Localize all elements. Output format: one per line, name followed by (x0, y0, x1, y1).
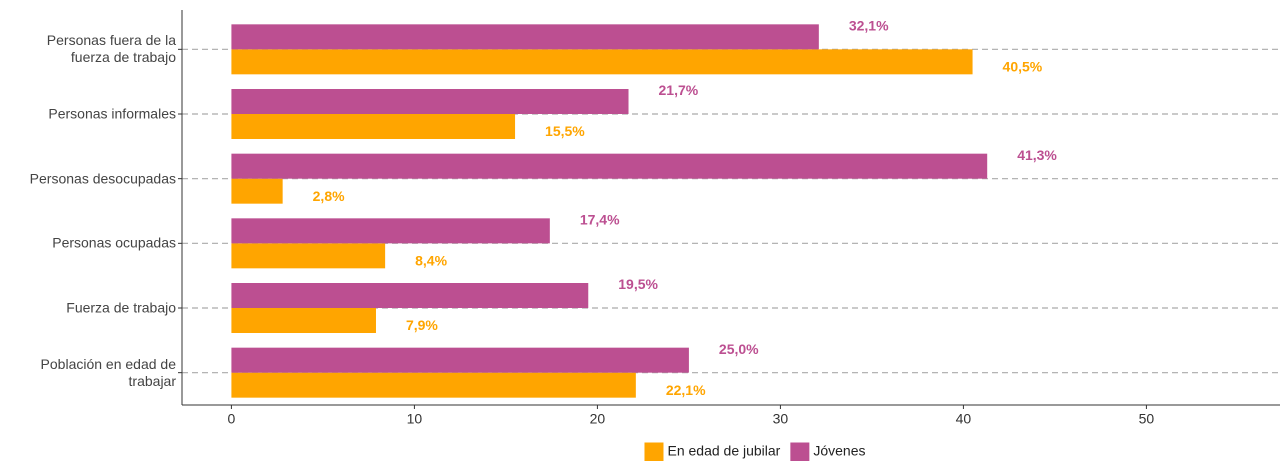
value-label: 7,9% (406, 317, 438, 333)
bar (231, 24, 819, 50)
value-label: 41,3% (1017, 147, 1057, 163)
bar (231, 153, 988, 179)
bar (231, 308, 376, 333)
value-label: 8,4% (415, 253, 447, 269)
value-label: 15,5% (545, 123, 585, 139)
value-label: 19,5% (618, 276, 658, 292)
y-tick-label: Personas informales (48, 105, 176, 122)
legend-label: Jóvenes (813, 443, 865, 459)
bar (231, 283, 589, 308)
bar (231, 218, 550, 244)
legend-swatch (644, 442, 664, 461)
y-tick-label: Población en edad de trabajar (40, 355, 176, 389)
value-label: 25,0% (719, 341, 759, 357)
x-tick-label: 10 (407, 411, 423, 427)
value-label: 17,4% (580, 212, 620, 228)
bar (231, 178, 283, 204)
bar (231, 243, 386, 269)
value-label: 2,8% (313, 188, 345, 204)
value-label: 21,7% (659, 82, 699, 98)
bar (231, 114, 516, 139)
legend-label: En edad de jubilar (667, 443, 780, 459)
value-label: 32,1% (849, 18, 889, 34)
bar (231, 372, 636, 398)
x-tick-label: 30 (773, 411, 789, 427)
y-tick-label: Personas fuera de la fuerza de trabajo (46, 32, 176, 66)
x-tick-label: 50 (1139, 411, 1155, 427)
y-tick-label: Personas desocupadas (29, 170, 176, 187)
x-tick-label: 40 (956, 411, 972, 427)
value-label: 40,5% (1003, 59, 1043, 75)
value-label: 22,1% (666, 382, 706, 398)
x-tick-label: 0 (228, 411, 236, 427)
bar (231, 49, 973, 75)
bar (231, 89, 629, 114)
y-tick-label: Fuerza de trabajo (66, 299, 176, 316)
y-tick-label: Personas ocupadas (52, 234, 176, 251)
legend-swatch (790, 442, 810, 461)
x-tick-label: 20 (590, 411, 606, 427)
bar (231, 347, 689, 373)
